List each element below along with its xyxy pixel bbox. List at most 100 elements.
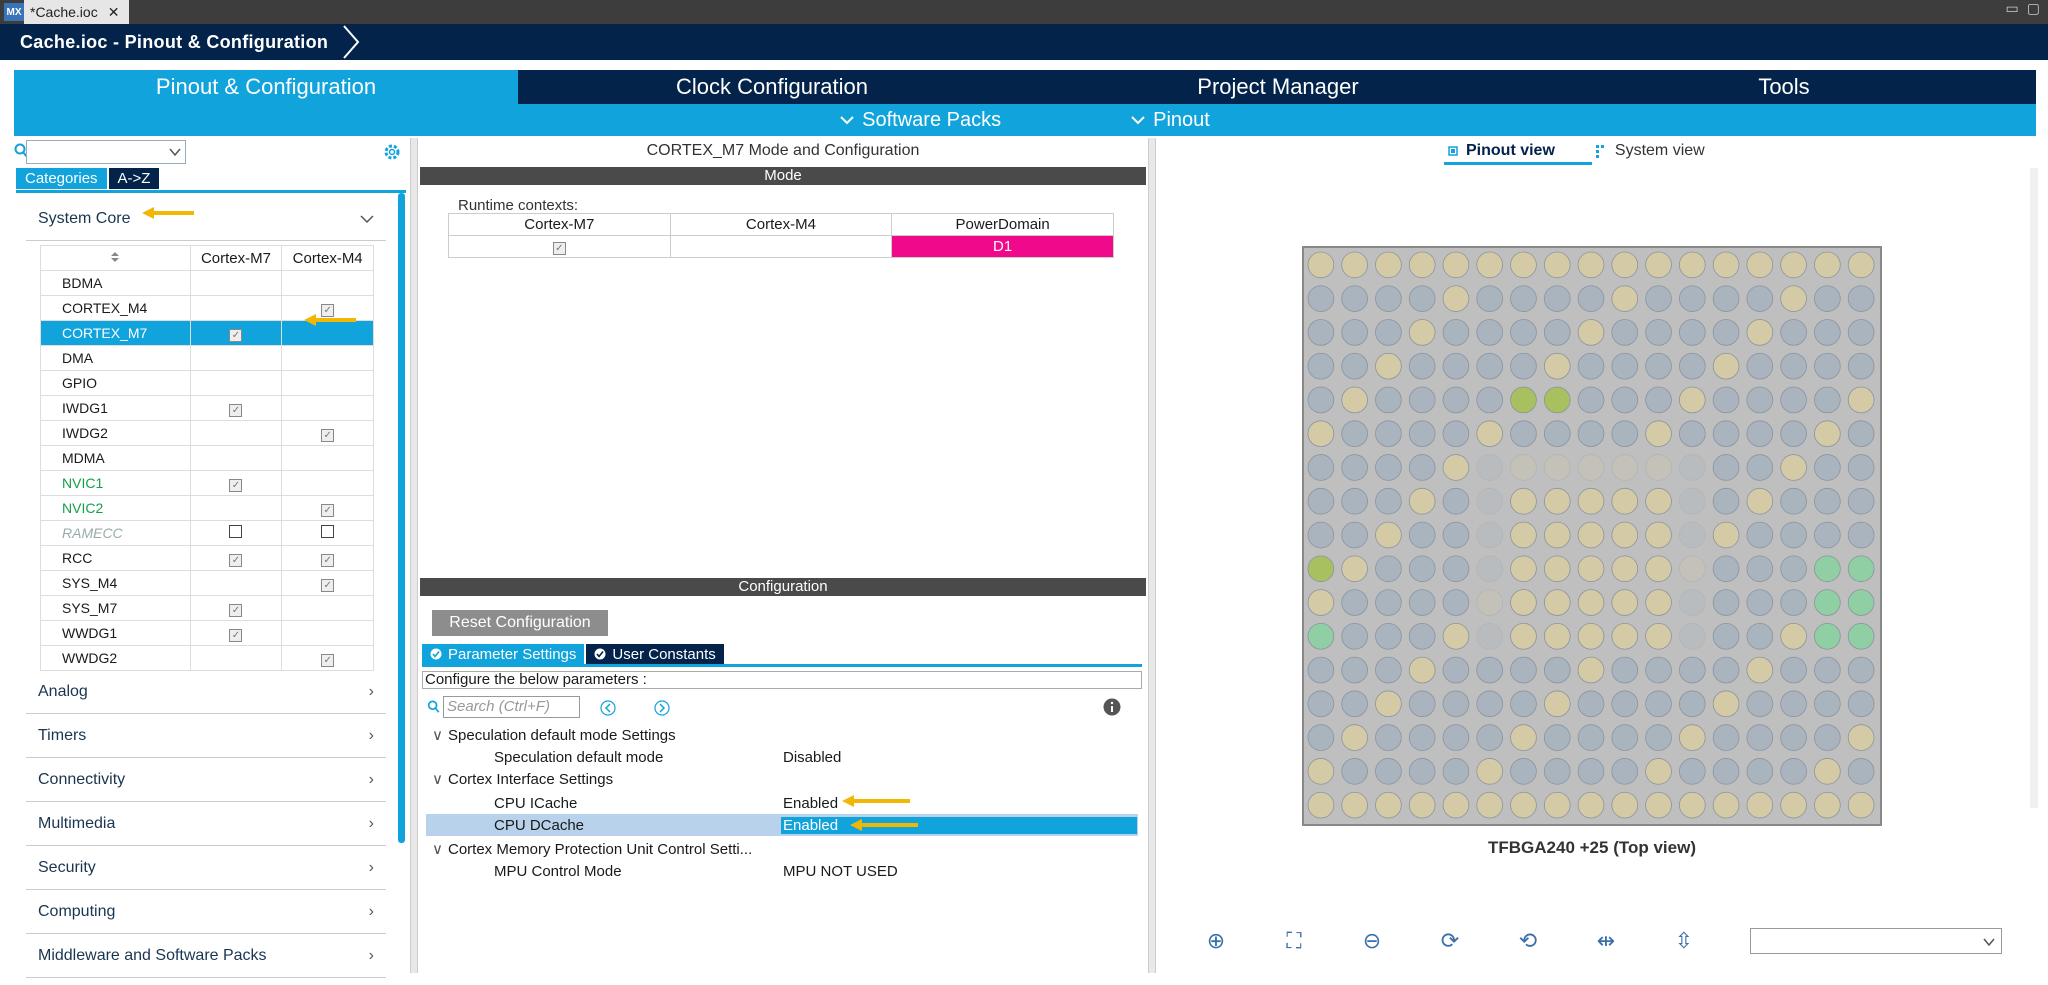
pin-ball[interactable]: [1442, 758, 1470, 785]
pin-ball[interactable]: [1543, 555, 1571, 583]
pin-ball[interactable]: [1408, 758, 1436, 785]
breadcrumb[interactable]: Cache.ioc - Pinout & Configuration: [20, 31, 329, 52]
pin-ball[interactable]: [1341, 791, 1368, 819]
pin-ball[interactable]: [1814, 420, 1841, 448]
pin-ball[interactable]: [1611, 724, 1639, 751]
pin-ball[interactable]: [1510, 420, 1537, 448]
pin-ball[interactable]: [1847, 622, 1875, 650]
pin-ball[interactable]: [1814, 555, 1841, 583]
pin-ball[interactable]: [1375, 758, 1402, 785]
checkbox-cell-m4[interactable]: ✓: [281, 570, 374, 596]
pin-ball[interactable]: [1543, 656, 1571, 684]
pin-ball[interactable]: [1611, 791, 1639, 819]
category-search-combo[interactable]: [26, 140, 186, 164]
pin-ball[interactable]: [1408, 555, 1436, 583]
pin-ball[interactable]: [1307, 487, 1335, 515]
pin-ball[interactable]: [1476, 622, 1504, 650]
pin-ball[interactable]: [1645, 487, 1672, 515]
pin-ball[interactable]: [1712, 589, 1740, 616]
pin-ball[interactable]: [1712, 791, 1740, 819]
pin-ball[interactable]: [1442, 555, 1470, 583]
zoom-in-icon[interactable]: ⊕: [1206, 928, 1226, 953]
pin-ball[interactable]: [1678, 386, 1706, 414]
pin-ball[interactable]: [1577, 791, 1605, 819]
checkbox-cell-m7[interactable]: [189, 345, 283, 371]
pin-ball[interactable]: [1645, 758, 1672, 785]
table-row[interactable]: GPIO: [40, 370, 374, 396]
minimize-icon[interactable]: ▭: [2005, 0, 2019, 16]
pin-ball[interactable]: [1408, 251, 1436, 279]
pin-ball[interactable]: [1712, 622, 1740, 650]
pin-ball[interactable]: [1341, 251, 1368, 279]
pin-ball[interactable]: [1510, 758, 1537, 785]
pin-ball[interactable]: [1611, 487, 1639, 515]
pin-ball[interactable]: [1611, 251, 1639, 279]
pin-ball[interactable]: [1476, 791, 1504, 819]
pin-ball[interactable]: [1577, 758, 1605, 785]
pin-ball[interactable]: [1645, 555, 1672, 583]
checkbox-cell-m4[interactable]: [281, 620, 374, 646]
pin-ball[interactable]: [1408, 319, 1436, 346]
pin-ball[interactable]: [1611, 555, 1639, 583]
pin-ball[interactable]: [1611, 656, 1639, 684]
pin-ball[interactable]: [1780, 555, 1807, 583]
parameter-search-input[interactable]: Search (Ctrl+F): [443, 696, 580, 718]
pin-ball[interactable]: [1307, 656, 1335, 684]
pin-ball[interactable]: [1780, 758, 1807, 785]
pin-ball[interactable]: [1375, 420, 1402, 448]
pin-ball[interactable]: [1814, 454, 1841, 481]
pin-ball[interactable]: [1476, 487, 1504, 515]
pin-ball[interactable]: [1611, 454, 1639, 481]
pin-ball[interactable]: [1476, 251, 1504, 279]
software-packs-menu[interactable]: Software Packs: [840, 109, 1001, 132]
pin-ball[interactable]: [1307, 622, 1335, 650]
pin-ball[interactable]: [1712, 386, 1740, 414]
pin-ball[interactable]: [1375, 487, 1402, 515]
pin-ball[interactable]: [1408, 386, 1436, 414]
pin-ball[interactable]: [1543, 420, 1571, 448]
pin-ball[interactable]: [1780, 622, 1807, 650]
pin-ball[interactable]: [1307, 319, 1335, 346]
chevron-down-icon[interactable]: ∨: [432, 727, 443, 744]
checkbox-cell-m4[interactable]: [281, 520, 374, 546]
checkbox-cell-m7[interactable]: [189, 420, 283, 446]
chevron-down-icon[interactable]: ∨: [432, 841, 443, 858]
checkbox-cell-m4[interactable]: ✓: [281, 645, 374, 671]
group-security[interactable]: Security ›: [26, 846, 386, 890]
pin-ball[interactable]: [1712, 487, 1740, 515]
right-scrollbar[interactable]: [2030, 168, 2038, 808]
pin-ball[interactable]: [1408, 352, 1436, 380]
pin-ball[interactable]: [1678, 555, 1706, 583]
pin-ball[interactable]: [1476, 386, 1504, 414]
pinout-menu[interactable]: Pinout: [1131, 109, 1210, 132]
pin-ball[interactable]: [1712, 555, 1740, 583]
pin-ball[interactable]: [1408, 656, 1436, 684]
pin-ball[interactable]: [1543, 386, 1571, 414]
pin-ball[interactable]: [1375, 555, 1402, 583]
table-row[interactable]: SYS_M4 ✓: [40, 570, 374, 596]
table-row[interactable]: BDMA: [40, 270, 374, 296]
pin-ball[interactable]: [1814, 521, 1841, 549]
pin-ball[interactable]: [1678, 251, 1706, 279]
group-middleware[interactable]: Middleware and Software Packs ›: [26, 934, 386, 978]
pin-ball[interactable]: [1645, 622, 1672, 650]
pin-ball[interactable]: [1307, 285, 1335, 312]
table-row[interactable]: MDMA: [40, 445, 374, 471]
pin-ball[interactable]: [1341, 589, 1368, 616]
pin-ball[interactable]: [1476, 589, 1504, 616]
tab-system-view[interactable]: System view: [1595, 142, 1705, 160]
pin-ball[interactable]: [1375, 319, 1402, 346]
pin-ball[interactable]: [1746, 487, 1774, 515]
pin-ball[interactable]: [1375, 589, 1402, 616]
pin-ball[interactable]: [1408, 420, 1436, 448]
pin-ball[interactable]: [1611, 386, 1639, 414]
pin-ball[interactable]: [1510, 690, 1537, 718]
pin-ball[interactable]: [1341, 319, 1368, 346]
pin-ball[interactable]: [1678, 622, 1706, 650]
pin-ball[interactable]: [1678, 487, 1706, 515]
pin-ball[interactable]: [1307, 758, 1335, 785]
pin-ball[interactable]: [1847, 285, 1875, 312]
pin-ball[interactable]: [1814, 622, 1841, 650]
pin-ball[interactable]: [1510, 622, 1537, 650]
table-row[interactable]: CORTEX_M4 ✓: [40, 295, 374, 321]
